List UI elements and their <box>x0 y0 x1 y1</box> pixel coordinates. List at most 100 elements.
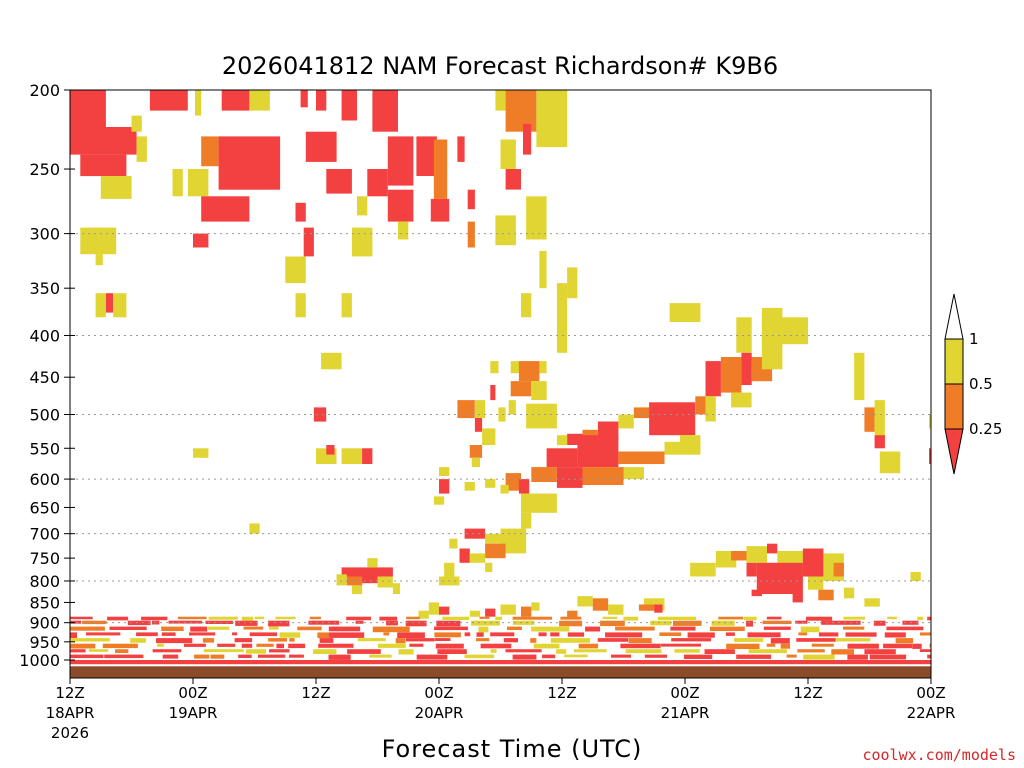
ri-cell-high <box>623 467 644 480</box>
ri-cell-high <box>690 562 716 577</box>
ri-cell-low <box>523 123 532 155</box>
ri-cell-high <box>485 533 501 544</box>
ri-cell-high <box>556 283 568 353</box>
ri-speckle-low <box>434 626 468 631</box>
ri-speckle-high <box>207 626 230 630</box>
ri-speckle-low <box>671 638 712 642</box>
ri-speckle-high <box>313 649 337 654</box>
ri-speckle-low <box>763 626 791 630</box>
ri-cell-low <box>767 543 778 554</box>
ri-cell-mid <box>618 451 665 464</box>
ri-cell-low <box>577 435 619 468</box>
ri-speckle-low <box>670 626 696 631</box>
ri-speckle-high <box>357 638 386 642</box>
ri-speckle-low <box>884 632 906 638</box>
ri-speckle-low <box>436 620 461 627</box>
ri-cell-low <box>741 357 752 385</box>
ri-cell-high <box>508 400 516 415</box>
ri-speckle-mid <box>628 638 652 644</box>
ri-cell-low <box>362 576 378 584</box>
x-tick-date: 19APR <box>169 704 218 722</box>
ri-speckle-low <box>821 620 861 625</box>
ri-speckle-low <box>585 626 601 632</box>
x-tick-time: 12Z <box>793 684 822 702</box>
ri-speckle-high <box>531 626 570 632</box>
ri-speckle-mid <box>476 638 490 642</box>
ri-cell-low <box>367 169 388 197</box>
ri-cell-high <box>433 496 445 505</box>
ri-speckle-low <box>873 620 886 626</box>
ri-cell-high <box>469 553 486 563</box>
ri-speckle-low <box>542 654 556 659</box>
ri-cell-low <box>341 567 393 577</box>
y-tick-label: 450 <box>29 368 60 387</box>
ri-cell-low <box>316 90 327 111</box>
ri-speckle-high <box>490 649 497 653</box>
ri-cell-low <box>221 90 250 111</box>
ri-speckle-mid <box>434 632 461 638</box>
chart-title: 2026041812 NAM Forecast Richardson# K9B6 <box>222 52 778 80</box>
ri-speckle-low <box>490 632 515 637</box>
ri-cell-high <box>531 602 540 611</box>
ri-speckle-high <box>268 626 279 630</box>
ri-speckle-mid <box>512 616 552 620</box>
ri-speckle-mid <box>659 632 682 636</box>
ri-speckle-low <box>238 654 252 658</box>
ri-speckle-mid <box>256 643 274 647</box>
ri-speckle-high <box>564 654 588 658</box>
ri-speckle-low <box>318 643 354 648</box>
y-tick-label: 750 <box>29 549 60 568</box>
ri-speckle-low <box>464 632 471 637</box>
y-tick-label: 500 <box>29 406 60 425</box>
ri-speckle-low <box>512 654 537 660</box>
ri-cell-low <box>490 385 496 401</box>
ri-speckle-low <box>70 654 104 659</box>
ri-speckle-mid <box>920 632 931 636</box>
ri-cell-low <box>467 189 475 210</box>
ri-speckle-low <box>269 649 290 653</box>
ri-cell-mid <box>469 445 483 458</box>
color-legend: 1 0.5 0.25 <box>944 293 1002 475</box>
ri-speckle-low <box>328 626 361 632</box>
ri-cell-high <box>495 215 516 246</box>
ri-speckle-high <box>442 616 470 620</box>
ri-speckle-mid <box>726 643 760 649</box>
ri-cell-high <box>249 523 260 534</box>
ri-speckle-low <box>883 643 913 649</box>
x-tick-date: 21APR <box>661 704 710 722</box>
ground-band <box>70 666 931 678</box>
ri-cell-low <box>362 448 373 464</box>
ri-speckle-high <box>279 632 301 638</box>
ri-cell-high <box>439 467 450 477</box>
ri-speckle-mid <box>798 632 808 636</box>
y-tick-label: 350 <box>29 279 60 298</box>
ri-speckle-mid <box>194 654 210 659</box>
ri-cell-low <box>218 136 281 190</box>
ri-cell-low <box>505 169 521 190</box>
ri-cell-high <box>195 90 202 116</box>
ri-cell-high <box>336 574 347 586</box>
ri-cell-low <box>193 233 209 248</box>
x-tick-year: 2026 <box>51 724 89 742</box>
legend-swatch-red <box>944 428 964 475</box>
ri-cell-high <box>731 392 752 408</box>
ri-speckle-low <box>847 643 879 649</box>
ri-speckle-low <box>687 632 715 638</box>
ri-speckle-low <box>346 616 371 621</box>
ri-cell-low <box>372 90 398 132</box>
ri-cell-low <box>929 448 931 464</box>
ri-speckle-mid <box>372 626 410 633</box>
ri-cell-high <box>910 572 921 581</box>
ri-speckle-low <box>289 654 304 658</box>
ri-cell-mid <box>505 90 537 132</box>
ri-speckle-high <box>917 616 924 621</box>
ri-speckle-mid <box>831 649 854 655</box>
x-tick-date: 18APR <box>46 704 95 722</box>
y-tick-label: 600 <box>29 470 60 489</box>
ri-speckle-low <box>241 643 253 648</box>
ri-speckle-low <box>70 616 93 620</box>
ri-cell-high <box>285 256 306 284</box>
x-axis: 12Z 18APR 2026 00Z 19APR 12Z 00Z 20APR 12Z 00Z 21A… <box>46 678 955 742</box>
ri-cell-low <box>80 154 127 177</box>
ri-cell-low <box>70 90 106 127</box>
